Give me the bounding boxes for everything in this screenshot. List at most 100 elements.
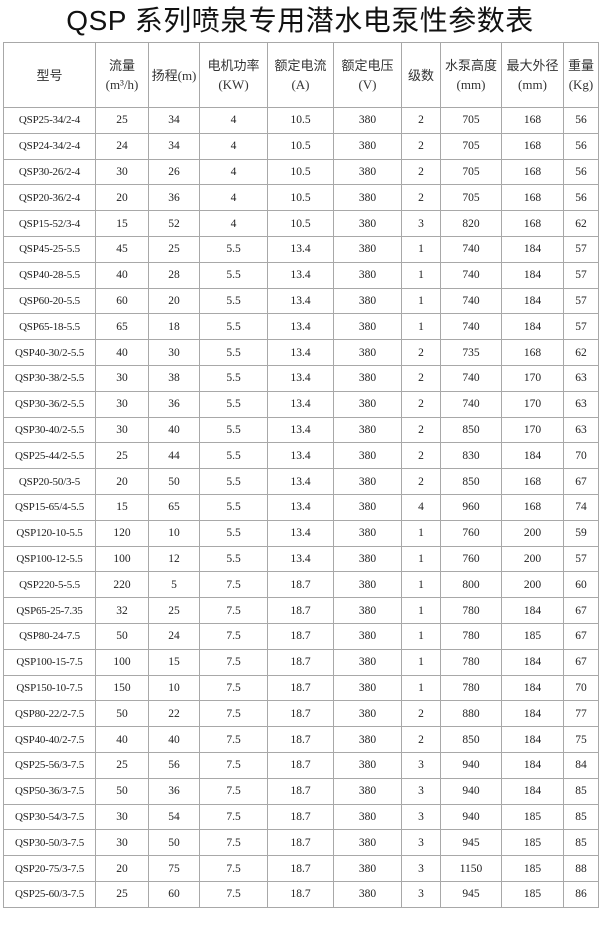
cell-rated-voltage: 380 (333, 803, 402, 831)
cell-rated-current: 18.7 (267, 777, 334, 805)
cell-pump-height: 945 (440, 829, 502, 857)
cell-stages: 3 (401, 803, 441, 831)
header-label: 级数 (407, 67, 434, 83)
cell-flow: 20 (95, 468, 149, 495)
header-label: (Kg) (568, 77, 594, 92)
cell-weight: 63 (563, 390, 599, 418)
cell-motor-power: 7.5 (199, 571, 268, 599)
cell-head: 56 (148, 751, 200, 779)
cell-max-diameter: 168 (501, 158, 564, 186)
cell-rated-current: 13.4 (267, 235, 334, 263)
cell-stages: 1 (401, 571, 441, 599)
cell-motor-power: 7.5 (199, 622, 268, 650)
cell-rated-current: 18.7 (267, 700, 334, 728)
cell-stages: 2 (401, 364, 441, 392)
cell-weight: 85 (563, 803, 599, 831)
cell-stages: 3 (401, 751, 441, 779)
cell-pump-height: 960 (440, 493, 502, 521)
cell-rated-current: 13.4 (267, 339, 334, 366)
cell-head: 65 (148, 493, 200, 521)
table-row: QSP100-15-7.5 100 15 7.5 18.7 380 1 780 184 67 (3, 648, 599, 676)
cell-flow: 50 (95, 622, 149, 650)
cell-stages: 1 (401, 261, 441, 289)
cell-head: 36 (148, 184, 200, 212)
cell-head: 20 (148, 287, 200, 315)
cell-max-diameter: 184 (501, 777, 564, 805)
cell-head: 34 (148, 132, 200, 160)
cell-head: 36 (148, 390, 200, 418)
cell-weight: 86 (563, 880, 599, 908)
cell-rated-current: 18.7 (267, 674, 334, 702)
table-row: QSP60-20-5.5 60 20 5.5 13.4 380 1 740 184 57 (3, 287, 599, 315)
cell-model: QSP25-56/3-7.5 (3, 751, 96, 779)
cell-motor-power: 7.5 (199, 648, 268, 676)
pump-parameter-table: 型号 流量 (m³/h) 扬程(m) 电机功率 (KW) 额定电流 (A) 额定电压 (V) 级数水… (3, 42, 599, 908)
cell-flow: 20 (95, 855, 149, 882)
cell-max-diameter: 185 (501, 880, 564, 908)
table-row: QSP30-26/2-4 30 26 4 10.5 380 2 705 168 56 (3, 158, 599, 186)
cell-rated-current: 13.4 (267, 364, 334, 392)
cell-weight: 70 (563, 442, 599, 470)
cell-weight: 56 (563, 132, 599, 160)
cell-flow: 45 (95, 235, 149, 263)
cell-head: 36 (148, 777, 200, 805)
cell-weight: 56 (563, 107, 599, 134)
cell-weight: 67 (563, 597, 599, 624)
cell-stages: 1 (401, 519, 441, 547)
table-row: QSP30-40/2-5.5 30 40 5.5 13.4 380 2 850 170 63 (3, 416, 599, 444)
cell-max-diameter: 170 (501, 416, 564, 444)
cell-head: 10 (148, 519, 200, 547)
cell-motor-power: 5.5 (199, 416, 268, 444)
cell-weight: 85 (563, 777, 599, 805)
cell-stages: 2 (401, 184, 441, 212)
cell-head: 30 (148, 339, 200, 366)
cell-model: QSP80-24-7.5 (3, 622, 96, 650)
cell-head: 15 (148, 648, 200, 676)
cell-flow: 150 (95, 674, 149, 702)
cell-stages: 2 (401, 390, 441, 418)
cell-flow: 30 (95, 803, 149, 831)
cell-flow: 120 (95, 519, 149, 547)
cell-head: 25 (148, 235, 200, 263)
header-label: 型号 (36, 67, 63, 83)
cell-weight: 67 (563, 468, 599, 495)
cell-rated-voltage: 380 (333, 184, 402, 212)
cell-stages: 1 (401, 622, 441, 650)
cell-rated-voltage: 380 (333, 313, 402, 341)
cell-max-diameter: 184 (501, 261, 564, 289)
cell-pump-height: 940 (440, 751, 502, 779)
cell-head: 25 (148, 597, 200, 624)
cell-rated-voltage: 380 (333, 648, 402, 676)
cell-stages: 1 (401, 545, 441, 573)
cell-model: QSP50-36/3-7.5 (3, 777, 96, 805)
header-weight: 重量 (Kg) (563, 42, 599, 108)
table-row: QSP25-44/2-5.5 25 44 5.5 13.4 380 2 830 184 70 (3, 442, 599, 470)
cell-max-diameter: 185 (501, 829, 564, 857)
cell-stages: 2 (401, 339, 441, 366)
cell-motor-power: 5.5 (199, 261, 268, 289)
cell-motor-power: 4 (199, 158, 268, 186)
cell-model: QSP20-50/3-5 (3, 468, 96, 495)
cell-flow: 25 (95, 107, 149, 134)
cell-model: QSP80-22/2-7.5 (3, 700, 96, 728)
cell-stages: 2 (401, 442, 441, 470)
cell-flow: 25 (95, 880, 149, 908)
cell-rated-current: 18.7 (267, 726, 334, 753)
header-label: 重量 (567, 58, 594, 73)
cell-stages: 1 (401, 674, 441, 702)
cell-stages: 1 (401, 313, 441, 341)
cell-rated-voltage: 380 (333, 829, 402, 857)
cell-rated-current: 18.7 (267, 880, 334, 908)
header-label: 电机功率 (207, 58, 260, 73)
header-rated-voltage: 额定电压 (V) (333, 42, 402, 108)
cell-rated-current: 18.7 (267, 622, 334, 650)
cell-max-diameter: 184 (501, 700, 564, 728)
cell-motor-power: 7.5 (199, 855, 268, 882)
cell-pump-height: 940 (440, 803, 502, 831)
cell-model: QSP100-15-7.5 (3, 648, 96, 676)
cell-max-diameter: 184 (501, 442, 564, 470)
cell-motor-power: 5.5 (199, 313, 268, 341)
cell-rated-voltage: 380 (333, 519, 402, 547)
table-row: QSP80-24-7.5 50 24 7.5 18.7 380 1 780 185 67 (3, 622, 599, 650)
cell-pump-height: 945 (440, 880, 502, 908)
